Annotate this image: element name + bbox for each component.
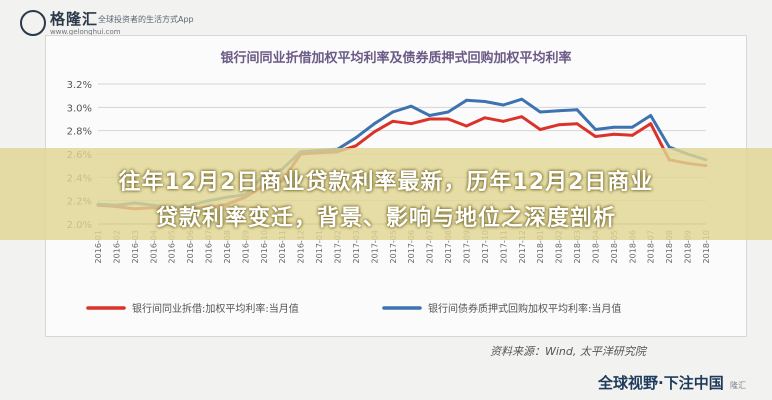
x-tick-label: 2018-07: [647, 230, 656, 263]
data-point: [557, 109, 561, 113]
x-tick-label: 2017-02: [334, 230, 343, 263]
data-point: [391, 110, 395, 114]
x-tick-label: 2016-09: [241, 230, 250, 263]
data-point: [372, 122, 376, 126]
data-point: [354, 144, 358, 148]
x-tick-label: 2018-10: [702, 230, 711, 263]
gelonghui-logo[interactable]: 格隆汇 全球投资者的生活方式App www.gelonghui.com: [10, 6, 210, 40]
data-point: [612, 125, 616, 129]
x-tick-label: 2016-05: [168, 230, 177, 263]
data-point: [501, 103, 505, 107]
data-point: [409, 122, 413, 126]
legend-label: 银行间债券质押式回购加权平均利率:当月值: [428, 302, 621, 315]
x-tick-label: 2016-02: [112, 230, 121, 263]
data-point: [372, 130, 376, 134]
logo-url: www.gelonghui.com: [50, 28, 121, 36]
headline-line-1: 往年12月2日商业贷款利率最新，历年12月2日商业: [118, 170, 654, 195]
y-tick-label: 3.2%: [67, 80, 92, 91]
x-tick-label: 2016-11: [278, 230, 287, 263]
data-point: [538, 128, 542, 131]
x-tick-label: 2017-11: [499, 230, 508, 263]
headline-banner: 往年12月2日商业贷款利率最新，历年12月2日商业 贷款利率变迁，背景、影响与地…: [0, 148, 772, 240]
y-tick-label: 2.8%: [67, 127, 92, 138]
x-tick-label: 2018-02: [555, 230, 564, 263]
data-point: [428, 117, 432, 121]
x-tick-label: 2017-12: [518, 230, 527, 263]
x-tick-label: 2017-04: [370, 230, 379, 263]
data-point: [649, 122, 653, 126]
x-tick-label: 2017-06: [407, 230, 416, 263]
data-point: [612, 132, 616, 136]
data-point: [649, 114, 653, 117]
data-point: [483, 116, 487, 120]
data-point: [446, 110, 450, 114]
x-tick-label: 2018-04: [591, 230, 600, 263]
x-tick-label: 2017-10: [481, 230, 490, 263]
headline-line-2: 贷款利率变迁，背景、影响与地位之深度剖析: [155, 206, 616, 231]
data-point: [520, 115, 524, 119]
x-tick-label: 2017-08: [444, 230, 453, 263]
x-tick-label: 2016-07: [205, 230, 214, 263]
data-point: [538, 110, 542, 114]
data-point: [428, 114, 432, 117]
data-point: [575, 108, 579, 112]
logo-tagline: 全球投资者的生活方式App: [98, 15, 194, 24]
data-point: [594, 128, 597, 131]
x-tick-label: 2018-08: [665, 230, 674, 263]
data-point: [557, 123, 561, 127]
x-tick-label: 2016-03: [131, 230, 140, 263]
x-tick-label: 2016-10: [260, 230, 269, 263]
logo-brand: 格隆汇: [50, 10, 99, 28]
x-tick-label: 2018-06: [628, 230, 637, 263]
x-tick-label: 2017-07: [426, 230, 435, 263]
data-point: [667, 145, 671, 149]
x-tick-label: 2018-05: [610, 230, 619, 263]
x-tick-label: 2018-09: [684, 230, 693, 263]
watermark-text: 隆汇: [730, 381, 746, 390]
data-point: [465, 98, 468, 102]
x-tick-label: 2016-08: [223, 230, 232, 263]
x-tick-label: 2018-01: [536, 230, 545, 263]
data-point: [465, 124, 468, 128]
data-point: [483, 100, 487, 103]
x-tick-label: 2016-04: [149, 230, 158, 263]
bottom-slogan-logo: 全球视野·下注中国: [598, 374, 724, 392]
data-point: [354, 136, 358, 140]
data-point: [501, 119, 505, 123]
x-tick-label: 2016-01: [94, 230, 103, 263]
legend-label: 银行间同业拆借:加权平均利率:当月值: [132, 302, 299, 315]
data-point: [630, 125, 634, 129]
data-point: [391, 119, 395, 123]
data-point: [409, 104, 413, 108]
chart-title: 银行间同业折借加权平均利率及债券质押式回购加权平均利率: [220, 50, 571, 66]
data-point: [575, 122, 579, 126]
logo-mark-icon: [20, 10, 46, 36]
data-point: [520, 97, 524, 101]
x-tick-label: 2017-03: [352, 230, 361, 263]
data-point: [446, 117, 450, 121]
source-note: 资料来源：Wind, 太平洋研究院: [490, 345, 646, 358]
x-tick-label: 2016-06: [186, 230, 195, 263]
x-tick-label: 2018-03: [573, 230, 582, 263]
y-tick-label: 3.0%: [67, 103, 92, 114]
x-tick-label: 2017-05: [389, 230, 398, 263]
data-point: [630, 133, 634, 137]
x-tick-label: 2017-01: [315, 230, 324, 263]
x-tick-label: 2016-12: [297, 230, 306, 263]
x-tick-label: 2017-09: [462, 230, 471, 263]
data-point: [594, 135, 597, 138]
